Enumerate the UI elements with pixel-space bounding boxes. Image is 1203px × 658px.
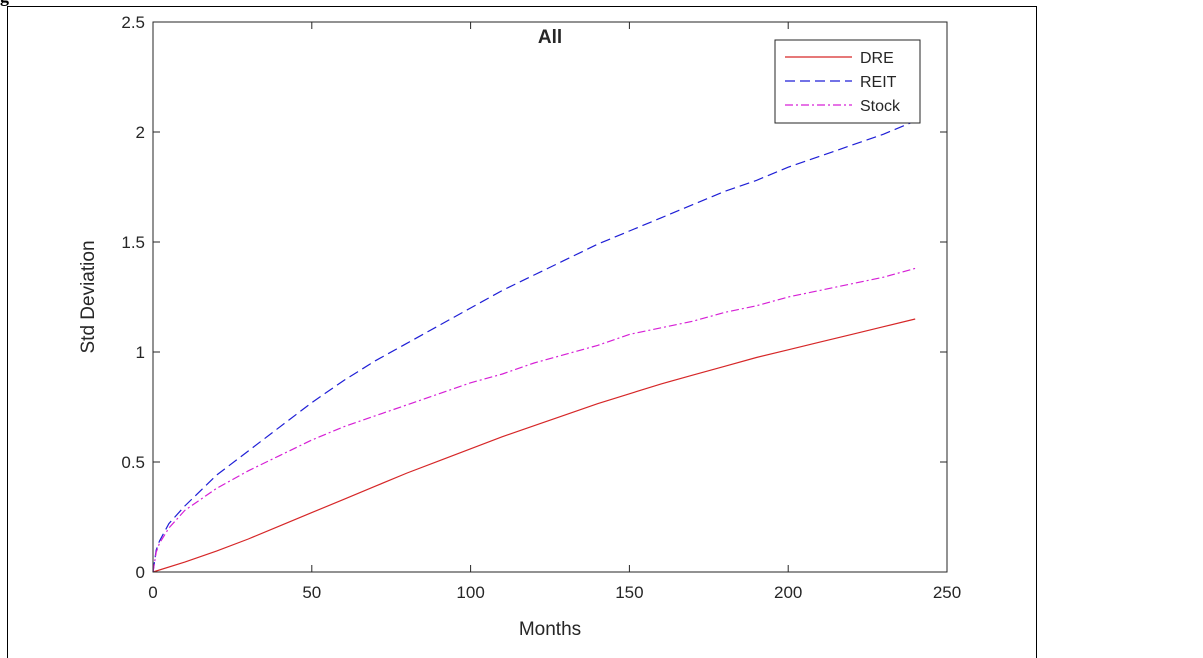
- series-line-stock: [152, 267, 916, 573]
- x-tick-label: 150: [615, 583, 643, 602]
- y-tick-label: 1.5: [121, 233, 145, 252]
- series-layer: [152, 120, 916, 573]
- document-heading-fragment: g: [0, 0, 9, 7]
- y-tick-label: 1: [136, 343, 145, 362]
- legend-label-dre: DRE: [860, 50, 894, 67]
- y-tick-label: 0: [136, 563, 145, 582]
- x-tick-label: 200: [774, 583, 802, 602]
- series-line-dre: [152, 318, 916, 573]
- series-line-reit: [152, 120, 916, 573]
- chart-title: All: [538, 27, 562, 48]
- x-axis-label: Months: [519, 619, 581, 640]
- legend-label-stock: Stock: [860, 98, 901, 115]
- legend-label-reit: REIT: [860, 74, 897, 91]
- y-tick-label: 0.5: [121, 453, 145, 472]
- x-tick-label: 50: [302, 583, 321, 602]
- y-tick-label: 2.5: [121, 13, 145, 32]
- x-tick-label: 100: [456, 583, 484, 602]
- x-tick-label: 0: [148, 583, 157, 602]
- legend: DRE REIT Stock: [774, 39, 921, 124]
- figure-panel: [7, 6, 1037, 658]
- x-tick-label: 250: [933, 583, 961, 602]
- y-tick-label: 2: [136, 123, 145, 142]
- plot-box: [152, 21, 948, 573]
- y-axis-label: Std Deviation: [78, 240, 99, 353]
